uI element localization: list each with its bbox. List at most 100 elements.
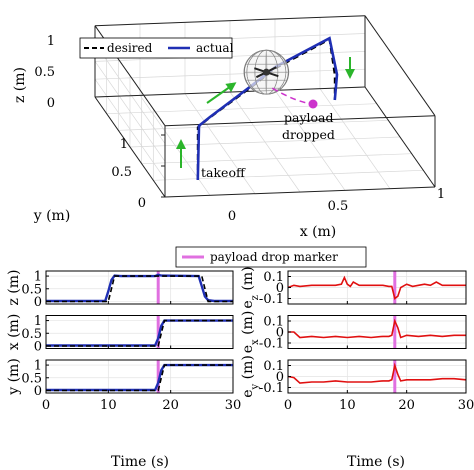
desired-line xyxy=(46,275,233,303)
x-tick-label: 10 xyxy=(100,398,117,413)
panel-frame xyxy=(45,359,234,394)
x-tick-label: 30 xyxy=(225,398,242,413)
desired-line xyxy=(46,319,233,347)
position-panels: 00.51z (m)00.51x (m)00.510 10 20 30y (m) xyxy=(6,269,241,413)
y-tick-label: -0.1 xyxy=(259,381,284,396)
legend-3d: desired actual xyxy=(79,37,234,59)
x-tick-label: 0 xyxy=(284,398,292,413)
y-tick-label: 0.1 xyxy=(263,359,284,374)
x-tick-0: 0 xyxy=(228,209,236,224)
x-tick-1: 1 xyxy=(437,187,445,202)
z-axis-label: z (m) xyxy=(12,67,28,103)
box-edge xyxy=(164,115,436,127)
sidewall-grid-line xyxy=(94,78,166,180)
marker-legend-label: payload drop marker xyxy=(210,250,338,264)
panel-y-label: x (m) xyxy=(6,314,22,351)
y-label-unit: (m) xyxy=(240,266,256,295)
y-label-main: e xyxy=(240,300,256,308)
x-tick-label: 20 xyxy=(162,398,179,413)
y-label-unit: (m) xyxy=(240,311,256,340)
actual-line xyxy=(46,273,233,303)
error-line xyxy=(287,362,467,384)
x-tick-0-5: 0.5 xyxy=(328,199,349,214)
y-tick-label: 0 xyxy=(34,295,42,310)
dropped-annotation: dropped xyxy=(282,127,335,142)
z-tick-0: 0 xyxy=(47,96,55,111)
y-tick-label: 0 xyxy=(276,326,284,341)
panel-y-label: ey (m) xyxy=(240,355,261,398)
y-label-main: e xyxy=(240,345,256,353)
sidewall-grid-line xyxy=(94,43,166,144)
x-tick-label: 30 xyxy=(458,398,474,413)
y-tick-label: 1 xyxy=(34,359,42,374)
legend-3d-box xyxy=(79,37,233,59)
box-edge xyxy=(364,15,436,116)
y-label-unit: (m) xyxy=(240,355,256,384)
y-tick-1: 1 xyxy=(120,137,128,152)
y-tick-label: 1 xyxy=(34,270,42,285)
z-tick-0-5: 0.5 xyxy=(34,65,55,80)
panel-y-label: ez (m) xyxy=(240,266,261,308)
y-tick-label: 0.1 xyxy=(263,315,284,330)
y-tick-label: 0.5 xyxy=(21,282,42,297)
direction-arrows xyxy=(176,57,355,168)
panel-pos-1: 00.51 x (m) xyxy=(6,314,234,354)
panel-pos-2: 00.510 10 20 30y (m) xyxy=(6,358,241,413)
green-arrow xyxy=(206,82,237,104)
panel-frame xyxy=(45,270,234,305)
y-axis-label: y (m) xyxy=(33,208,71,224)
y-tick-label: 0 xyxy=(276,370,284,385)
trajectory-3d-plot: 1 0.5 0 z (m) 1 0.5 0 y (m) 0 0.5 1 x (m… xyxy=(12,15,445,240)
floor-grid-line xyxy=(118,119,389,131)
payload-dot xyxy=(308,99,318,109)
y-tick-label: 0.1 xyxy=(263,270,284,285)
panel-error-1: 0.10-0.1ex (m) xyxy=(240,311,467,354)
box-edge xyxy=(94,15,366,27)
y-label-sub: x xyxy=(250,339,261,345)
legend-desired-label: desired xyxy=(107,41,153,55)
panel-pos-0: 00.51 z (m) xyxy=(6,269,234,310)
z-tick-1: 1 xyxy=(47,34,55,49)
x-axis-label: x (m) xyxy=(300,224,337,240)
box-edge xyxy=(164,186,436,198)
box-edge xyxy=(94,96,166,198)
y-tick-label: 0.5 xyxy=(21,371,42,386)
error-panels: 0.10-0.1ez (m)0.10-0.1ex (m)0.10-0.10 10 2… xyxy=(240,266,474,413)
error-line xyxy=(288,318,466,339)
y-tick-label: 0 xyxy=(34,384,42,399)
panel-y-label: ex (m) xyxy=(240,311,261,354)
quadrotor-drone-icon xyxy=(243,49,318,109)
error-line xyxy=(287,275,466,300)
y-tick-label: 0.5 xyxy=(21,327,42,342)
backwall-grid-line xyxy=(94,68,366,80)
right-time-label: Time (s) xyxy=(347,454,405,470)
y-label-sub: y xyxy=(250,384,261,391)
floor-grid-line xyxy=(141,153,412,165)
y-tick-label: -0.1 xyxy=(259,292,284,307)
panel-y-label: z (m) xyxy=(6,269,22,305)
takeoff-annotation: takeoff xyxy=(201,165,246,180)
left-time-label: Time (s) xyxy=(111,454,169,470)
y-tick-label: 1 xyxy=(34,314,42,329)
y-label-sub: z xyxy=(250,295,261,300)
legend-actual-label: actual xyxy=(196,41,234,55)
sidewall-grid-line xyxy=(94,61,166,162)
x-tick-label: 20 xyxy=(398,398,415,413)
desired-line xyxy=(46,364,233,392)
panel-error-0: 0.10-0.1ez (m) xyxy=(240,266,467,309)
panel-frame xyxy=(45,315,234,349)
floor-grid-line xyxy=(106,103,377,115)
y-tick-label: -0.1 xyxy=(259,337,284,352)
y-tick-0: 0 xyxy=(138,196,146,211)
y-tick-0-5: 0.5 xyxy=(111,165,132,180)
box-edge xyxy=(364,86,436,188)
marker-legend-box xyxy=(175,246,367,268)
y-tick-label: 0 xyxy=(276,281,284,296)
x-tick-label: 0 xyxy=(42,398,50,413)
y-label-main: e xyxy=(240,390,256,398)
panel-y-label: y (m) xyxy=(6,358,22,396)
marker-legend: payload drop marker xyxy=(175,246,367,268)
floor-grid-line xyxy=(129,136,401,148)
